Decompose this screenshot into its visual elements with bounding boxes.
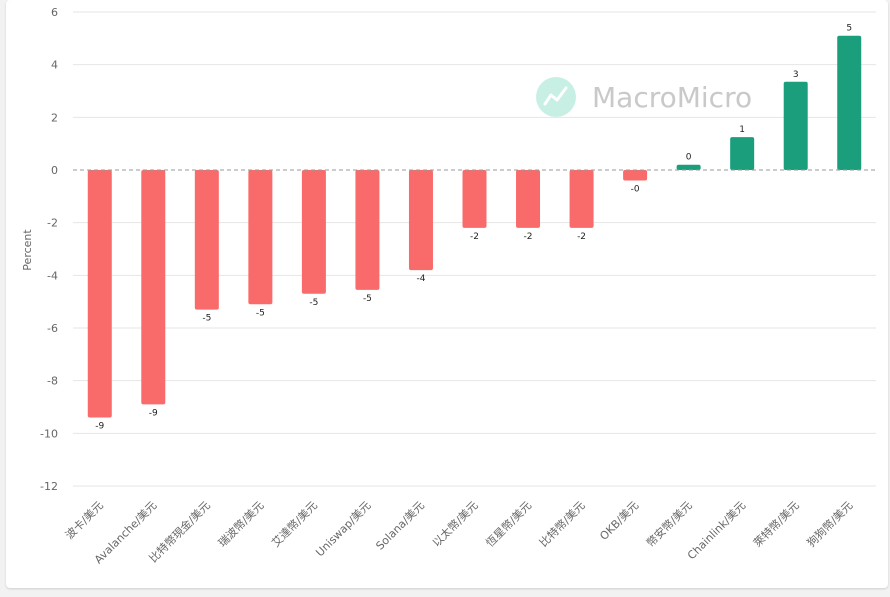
- bar[interactable]: [516, 170, 541, 228]
- bar[interactable]: [569, 170, 594, 228]
- data-label: -5: [256, 308, 265, 318]
- bar[interactable]: [783, 81, 808, 170]
- x-category-label: 比特幣/美元: [536, 498, 587, 549]
- bar[interactable]: [194, 170, 219, 310]
- data-labels: -9 -9 -5 -5 -5 -5 -4 -2 -2 -2 -0 0 1 3 5: [95, 24, 852, 432]
- x-category-label: 艾達幣/美元: [269, 499, 320, 550]
- y-axis-label: Percent: [21, 229, 34, 271]
- data-label: -0: [631, 185, 640, 195]
- bar[interactable]: [623, 170, 648, 181]
- y-tick-label: 0: [51, 164, 58, 177]
- data-label: -4: [416, 274, 425, 284]
- data-label: -2: [524, 232, 533, 242]
- bar[interactable]: [676, 164, 701, 170]
- x-category-label: 萊特幣/美元: [750, 498, 801, 549]
- data-label: -5: [202, 314, 211, 324]
- data-label: -9: [149, 408, 158, 418]
- bar[interactable]: [730, 137, 755, 170]
- bars: [87, 35, 862, 418]
- data-label: -9: [95, 422, 104, 432]
- data-label: 3: [793, 70, 799, 80]
- y-tick-label: 4: [51, 59, 58, 72]
- bar[interactable]: [301, 170, 326, 294]
- bar[interactable]: [837, 35, 862, 171]
- watermark-text: MacroMicro: [592, 81, 752, 114]
- x-category-label: 以太幣/美元: [430, 499, 481, 550]
- y-tick-label: -6: [47, 322, 58, 335]
- y-tick-label: 6: [51, 6, 58, 19]
- data-label: -5: [363, 294, 372, 304]
- bar[interactable]: [462, 170, 487, 228]
- macromicro-logo-icon: [536, 77, 576, 117]
- bar[interactable]: [408, 170, 433, 271]
- y-tick-label: -8: [47, 375, 58, 388]
- data-label: -2: [470, 232, 479, 242]
- y-axis-ticks: 6 4 2 0 -2 -4 -6 -8 -10 -12: [40, 6, 58, 493]
- x-category-label: 瑞波幣/美元: [215, 498, 266, 549]
- gridlines: [73, 11, 876, 487]
- x-category-label: 狗狗幣/美元: [805, 499, 856, 550]
- bar[interactable]: [141, 170, 166, 405]
- bar[interactable]: [87, 170, 112, 418]
- data-label: -2: [577, 232, 586, 242]
- x-category-label: Solana/美元: [373, 499, 427, 553]
- x-category-label: Uniswap/美元: [313, 499, 373, 559]
- data-label: 1: [739, 125, 745, 135]
- y-tick-label: -10: [40, 427, 58, 440]
- x-category-label: 恆星幣/美元: [483, 498, 534, 549]
- bar[interactable]: [355, 170, 380, 290]
- y-tick-label: 2: [51, 111, 58, 124]
- data-label: 0: [686, 153, 692, 163]
- x-category-label: 幣安幣/美元: [643, 498, 694, 549]
- y-tick-label: -2: [47, 217, 58, 230]
- x-category-label: 波卡/美元: [63, 499, 106, 542]
- x-category-label: OKB/美元: [597, 499, 641, 543]
- data-label: -5: [309, 298, 318, 308]
- y-tick-label: -4: [47, 269, 58, 282]
- bar[interactable]: [248, 170, 273, 305]
- y-tick-label: -12: [40, 480, 58, 493]
- data-label: 5: [846, 24, 852, 34]
- macromicro-watermark: MacroMicro: [536, 77, 752, 117]
